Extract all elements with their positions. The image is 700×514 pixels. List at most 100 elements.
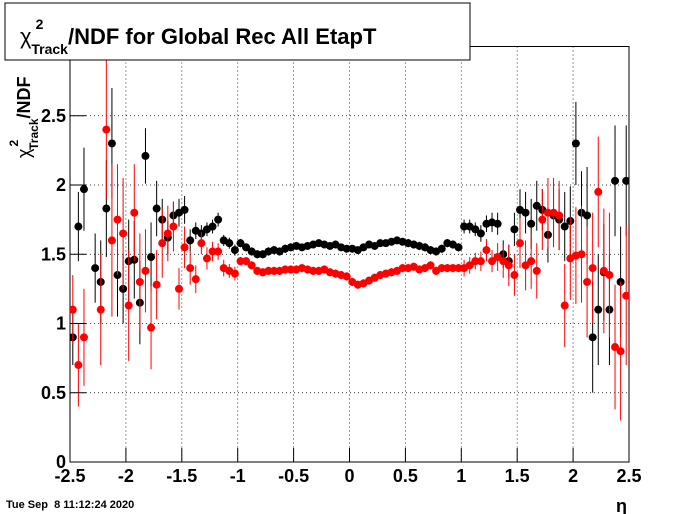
data-point [191,275,200,284]
data-point [141,266,150,275]
data-point [342,272,351,281]
data-point [163,229,172,238]
x-tick-label: 2.5 [616,466,641,486]
data-points [70,60,629,421]
x-tick-label: -1.5 [166,466,197,486]
data-point [521,208,530,217]
data-point [611,176,620,185]
y-tick-label: 2.5 [41,106,66,126]
data-point [124,301,133,310]
data-point [437,264,446,273]
data-point [281,265,290,274]
data-point [521,261,530,270]
data-point [102,125,111,134]
data-point [583,277,592,286]
data-point [471,257,480,266]
y-tick-label: 0 [56,452,66,472]
ylabel-text: /NDF [14,77,34,119]
y-tick-label: 1.5 [41,244,66,264]
data-point [622,291,629,300]
data-point [560,301,569,310]
data-point [398,264,407,273]
data-point [214,215,223,224]
data-point [437,244,446,253]
data-point [79,333,88,342]
data-point [91,264,100,273]
title-sup: 2 [36,16,44,32]
data-point [119,229,128,238]
x-tick-label: 0 [344,466,354,486]
y-tick-label: 1 [56,314,66,334]
data-point [230,246,239,255]
data-point [107,139,116,148]
axes: -2.5 -2 -1.5 -1 -0.5 0 0.5 1 1.5 2 2.5 0 0.5 1 1.5 2 2.5 [41,106,642,486]
data-point [74,361,83,370]
data-point [180,243,189,252]
data-point [270,266,279,275]
data-point [230,269,239,278]
ylabel-symbol: χ [14,148,34,158]
data-point [79,185,88,194]
data-point [426,261,435,270]
data-point [147,253,156,262]
data-point [286,265,295,274]
y-tick-label: 0.5 [41,383,66,403]
x-axis-label: η [616,496,627,514]
data-point [454,264,463,273]
data-point [493,253,502,262]
data-point [476,229,485,238]
x-tick-label: -0.5 [278,466,309,486]
data-point [460,222,469,231]
data-point [169,222,178,231]
data-point [135,277,144,286]
data-point [510,225,519,234]
data-point [113,215,122,224]
data-point [242,257,251,266]
data-point [532,201,541,210]
y-axis-label: χ2 Track/NDF [7,77,41,159]
data-point [454,243,463,252]
data-point [532,266,541,275]
data-point [175,284,184,293]
data-point [186,264,195,273]
data-point [443,264,452,273]
x-tick-label: -2 [118,466,134,486]
data-point [538,215,547,224]
data-point [242,243,251,252]
data-point [253,250,262,259]
data-point [236,257,245,266]
data-point [493,219,502,228]
data-point [571,139,580,148]
x-tick-label: 1.5 [505,466,530,486]
data-point [588,264,597,273]
data-point [577,250,586,259]
data-point [309,266,318,275]
data-point [605,271,614,280]
title-sub: Track [31,41,68,57]
data-point [180,205,189,214]
chart-title: χ 2 Track/NDF for Global Rec All EtapT [20,16,377,57]
data-point [448,264,457,273]
data-point [583,211,592,220]
data-point [236,239,245,248]
data-point [588,333,597,342]
data-point [543,208,552,217]
timestamp: Tue Sep 8 11:12:24 2020 [6,499,134,511]
ylabel-sup: 2 [7,140,21,147]
data-point [130,208,139,217]
data-point [70,333,77,342]
data-point [152,204,161,213]
data-point [197,239,206,248]
data-point [147,323,156,332]
data-point [376,239,385,248]
data-point [504,261,513,270]
data-point [208,247,217,256]
data-point [594,187,603,196]
title-text: /NDF for Global Rec All EtapT [68,24,377,49]
x-tick-label: -1 [230,466,246,486]
data-point [107,236,116,245]
data-point [616,347,625,356]
data-point [555,211,564,220]
title-symbol: χ [20,24,32,49]
